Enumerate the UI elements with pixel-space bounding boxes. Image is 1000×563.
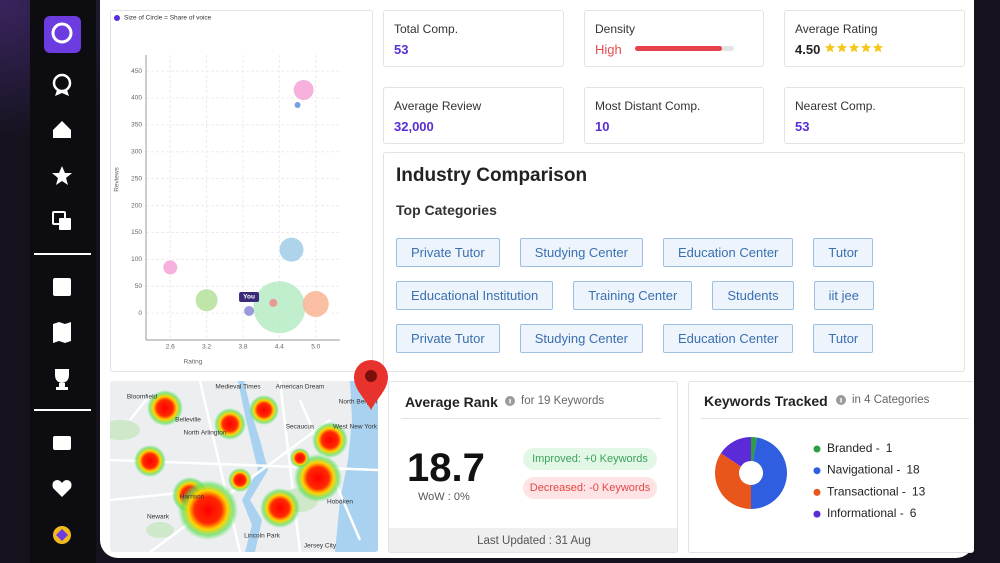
category-tag[interactable]: Training Center xyxy=(573,281,693,310)
rank-change: WoW : 0% xyxy=(418,491,470,503)
stat-value: 10 xyxy=(595,119,610,134)
category-tag[interactable]: Education Center xyxy=(662,324,794,353)
divider xyxy=(401,418,661,419)
stat-card: Nearest Comp. 53 xyxy=(784,87,965,144)
stat-value: 53 xyxy=(394,42,409,57)
tag-list: Private Tutor Studying Center Education Ce… xyxy=(396,238,966,353)
rank-updated: Last Updated : 31 Aug xyxy=(389,528,677,552)
keywords-card: Keywords Tracked in 4 Categories xyxy=(688,381,974,553)
keywords-subtitle: in 4 Categories xyxy=(852,394,930,406)
stat-card: Average Review 32,000 xyxy=(383,87,564,144)
density-bar xyxy=(635,46,723,51)
category-tag[interactable]: Studying Center xyxy=(519,324,643,353)
stat-value: 53 xyxy=(795,119,810,134)
stat-label: Total Comp. xyxy=(394,22,459,36)
stat-label: Average Rating xyxy=(795,22,878,36)
improved-pill: Improved: +0 Keywords xyxy=(523,448,657,470)
stat-label: Nearest Comp. xyxy=(795,99,876,113)
stat-label: Average Review xyxy=(394,99,482,113)
industry-title: Industry Comparison xyxy=(396,165,588,186)
stat-card: Average Rating 4.50 xyxy=(784,10,965,67)
rank-title: Average Rank xyxy=(405,394,498,410)
stat-card: Density High xyxy=(584,10,764,67)
category-tag[interactable]: iit jee xyxy=(813,281,875,310)
stat-value: High xyxy=(595,42,622,57)
category-tag[interactable]: Education Center xyxy=(662,238,794,267)
category-tag[interactable]: Private Tutor xyxy=(396,238,500,267)
rank-value: 18.7 xyxy=(407,446,485,490)
decreased-pill: Decreased: -0 Keywords xyxy=(523,477,657,499)
category-tag[interactable]: Educational Institution xyxy=(396,281,554,310)
stat-label: Most Distant Comp. xyxy=(595,99,701,113)
category-tag[interactable]: Private Tutor xyxy=(396,324,500,353)
industry-card: Industry Comparison Top Categories Priva… xyxy=(383,152,965,372)
category-tag[interactable]: Tutor xyxy=(813,324,874,353)
category-tag[interactable]: Students xyxy=(712,281,794,310)
stat-card: Most Distant Comp. 10 xyxy=(584,87,764,144)
category-tag[interactable]: Studying Center xyxy=(519,238,643,267)
keywords-title: Keywords Tracked xyxy=(704,393,828,409)
divider xyxy=(701,418,969,419)
industry-subtitle: Top Categories xyxy=(396,202,497,218)
category-tag[interactable]: Tutor xyxy=(813,238,874,267)
rank-card: Average Rank for 19 Keywords 18.7 WoW : … xyxy=(388,381,678,553)
sidebar xyxy=(30,0,96,563)
stat-value: 4.50 xyxy=(795,42,821,57)
stat-card: Total Comp. 53 xyxy=(383,10,564,67)
bubble-card xyxy=(110,10,373,372)
rank-subtitle: for 19 Keywords xyxy=(521,395,605,407)
stat-value: 32,000 xyxy=(394,119,434,134)
stat-label: Density xyxy=(595,22,636,36)
density-track xyxy=(635,46,734,51)
